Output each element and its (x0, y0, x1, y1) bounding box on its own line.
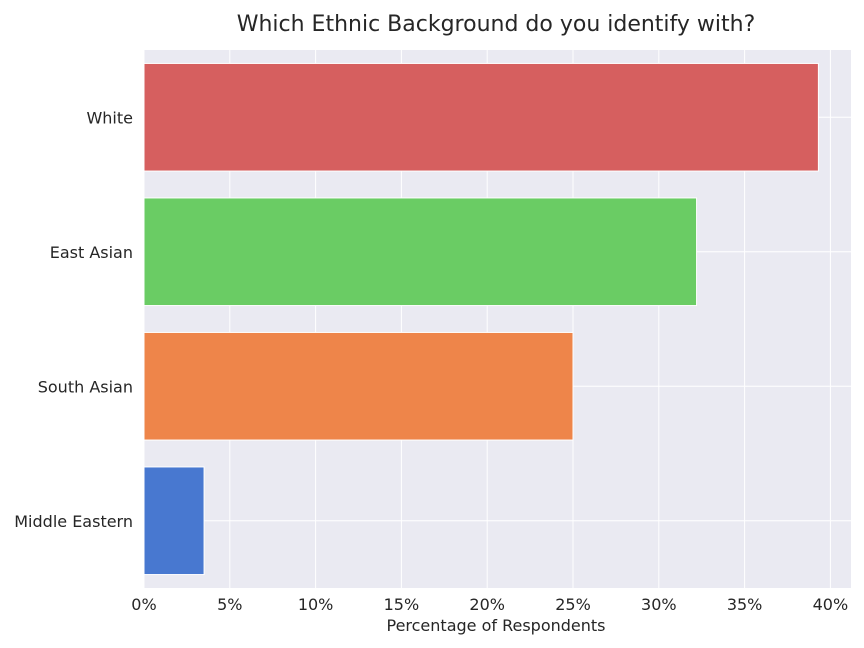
bar-south-asian (143, 331, 574, 441)
x-tick-label: 40% (813, 595, 849, 614)
y-tick-label: East Asian (50, 243, 133, 262)
bar-white (143, 62, 819, 172)
y-tick-label: White (86, 108, 133, 127)
chart-title: Which Ethnic Background do you identify … (237, 12, 756, 37)
bar-middle-eastern (143, 466, 205, 576)
x-tick-label: 10% (298, 595, 334, 614)
x-tick-label: 5% (217, 595, 242, 614)
x-tick-labels: 0% 5% 10% 15% 20% 25% 30% 35% 40% (131, 595, 848, 614)
x-tick-label: 20% (469, 595, 505, 614)
x-tick-label: 35% (727, 595, 763, 614)
x-tick-label: 0% (131, 595, 156, 614)
x-tick-label: 30% (641, 595, 677, 614)
y-tick-labels: White East Asian South Asian Middle Eastern (14, 108, 133, 531)
bars (143, 62, 819, 576)
y-tick-label: South Asian (38, 377, 133, 396)
x-tick-label: 25% (555, 595, 591, 614)
y-tick-label: Middle Eastern (14, 512, 133, 531)
x-tick-label: 15% (384, 595, 420, 614)
x-axis-label: Percentage of Respondents (386, 616, 605, 635)
bar-east-asian (143, 197, 698, 307)
